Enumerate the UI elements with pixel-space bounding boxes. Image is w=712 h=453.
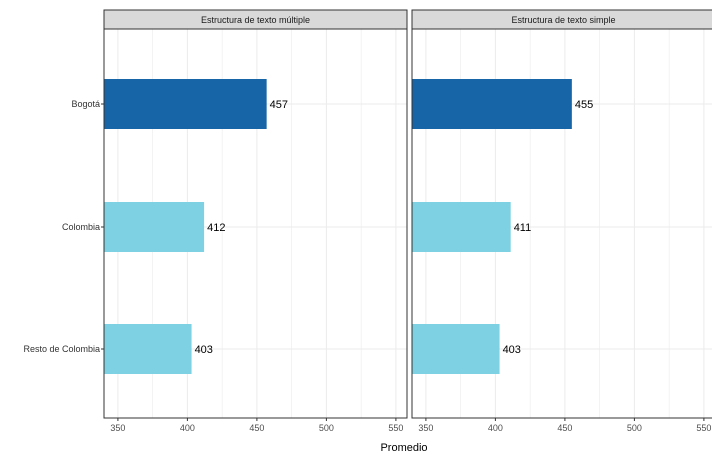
x-tick-label: 500 [627, 423, 642, 433]
bar [412, 202, 511, 252]
bar [412, 324, 500, 374]
panel-title: Estructura de texto múltiple [201, 15, 310, 25]
data-label: 411 [514, 222, 532, 234]
bar [104, 79, 267, 129]
y-tick-label: Colombia [62, 222, 100, 232]
data-label: 403 [195, 344, 213, 356]
x-tick-label: 400 [488, 423, 503, 433]
x-axis-title: Promedio [380, 442, 427, 453]
x-tick-label: 550 [388, 423, 403, 433]
x-tick-label: 350 [110, 423, 125, 433]
data-label: 412 [207, 222, 225, 234]
panel-border [411, 28, 712, 419]
x-tick-label: 500 [319, 423, 334, 433]
x-tick-label: 450 [249, 423, 264, 433]
panel-1: Estructura de texto múltiple 457 412 403 350… [103, 9, 408, 433]
bar [104, 202, 205, 252]
panel-title: Estructura de texto simple [511, 15, 615, 25]
panel-border [103, 28, 408, 419]
data-label: 455 [575, 99, 593, 111]
y-axis-category-labels: Bogotá Colombia Resto de Colombia [23, 99, 104, 354]
bar [412, 79, 572, 129]
y-tick-label: Bogotá [71, 99, 100, 109]
x-tick-label: 350 [418, 423, 433, 433]
x-tick-label: 450 [557, 423, 572, 433]
data-label: 457 [270, 99, 288, 111]
panel-2: Estructura de texto simple 455 411 403 350 40… [411, 9, 712, 433]
chart-panels: Estructura de texto múltiple 457 412 403 350… [103, 9, 712, 433]
x-tick-label: 400 [180, 423, 195, 433]
y-tick-label: Resto de Colombia [23, 344, 100, 354]
x-tick-label: 550 [696, 423, 711, 433]
data-label: 403 [503, 344, 521, 356]
bar [104, 324, 192, 374]
